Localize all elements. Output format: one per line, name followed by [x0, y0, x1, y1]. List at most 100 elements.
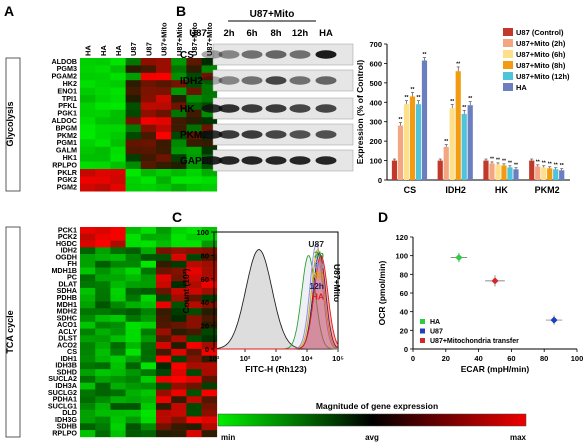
- heatmap-cell: [156, 95, 172, 103]
- heatmap-cell: [201, 169, 218, 177]
- glycolysis-label: Glycolysis: [5, 101, 15, 146]
- heatmap-cell: [201, 315, 218, 323]
- gene-label: MDH1: [57, 300, 77, 309]
- heatmap-cell: [171, 362, 187, 370]
- gene-label: SUCLG2: [48, 388, 77, 397]
- gene-label: HK2: [63, 79, 77, 88]
- bar-y-tick-label: 700: [369, 40, 382, 49]
- heatmap-cell: [125, 396, 142, 404]
- heatmap-cell: [201, 281, 218, 289]
- heatmap-cell: [95, 58, 111, 66]
- heatmap-cell: [156, 254, 172, 262]
- heatmap-cell: [80, 423, 96, 431]
- heatmap-cell: [80, 294, 96, 302]
- heatmap-cell: [140, 169, 157, 177]
- bar-significance: **: [508, 160, 512, 166]
- heatmap-cell: [110, 281, 126, 289]
- heatmap-cell: [140, 301, 157, 309]
- blot-band: [289, 50, 311, 59]
- heatmap-cell: [110, 430, 126, 438]
- heatmap-cell: [171, 348, 187, 356]
- blot-band: [289, 156, 311, 165]
- heatmap-cell: [80, 430, 96, 438]
- heatmap-cell: [80, 362, 96, 370]
- heatmap-cell: [201, 382, 218, 390]
- heatmap-cell: [80, 389, 96, 397]
- heatmap-cell: [110, 95, 126, 103]
- gene-label: IDH2: [61, 246, 77, 255]
- legend-label: U87+Mito (2h): [516, 39, 566, 48]
- heatmap-cell: [201, 423, 218, 431]
- scatter-y-tick-label: 80: [400, 270, 408, 279]
- heatmap-cell: [201, 287, 218, 295]
- panel-label-a: A: [4, 3, 14, 19]
- heatmap-cell: [171, 430, 187, 438]
- heatmap-cell: [140, 315, 157, 323]
- heatmap-cell: [95, 240, 111, 248]
- heatmap-cell: [186, 154, 202, 162]
- heatmap-cell: [80, 183, 96, 192]
- scatter-x-tick-label: 20: [442, 354, 450, 363]
- blot-band: [265, 130, 287, 139]
- heatmap-cell: [110, 87, 126, 96]
- heatmap-cell: [156, 146, 172, 155]
- heatmap-cell: [186, 240, 202, 248]
- gene-label: PKM2: [57, 131, 77, 140]
- bar: [409, 96, 416, 180]
- heatmap-cell: [201, 328, 218, 336]
- blot-band: [201, 76, 223, 85]
- heatmap-cell: [80, 176, 96, 185]
- scatter-legend-label: U87: [430, 329, 443, 336]
- heatmap-cell: [95, 169, 111, 177]
- heatmap-cell: [156, 335, 172, 343]
- heatmap-cell: [171, 139, 187, 148]
- blot-band: [315, 130, 337, 139]
- blot-band: [315, 156, 337, 165]
- bar-significance: **: [560, 163, 564, 169]
- blot-band: [241, 130, 263, 139]
- bar-significance: **: [450, 99, 454, 105]
- blot-band: [241, 104, 263, 113]
- heatmap-cell: [171, 240, 187, 248]
- heatmap-cell: [80, 139, 96, 148]
- blot-rows: CS IDH2 HK PKM2 GAPDH: [180, 43, 354, 172]
- heatmap-cell: [125, 267, 142, 275]
- gene-label: ACLY: [58, 327, 77, 336]
- flow-y-axis-label: Count (10³): [181, 268, 191, 313]
- gene-label: SUCLA2: [48, 374, 77, 383]
- heatmap-cell: [80, 287, 96, 295]
- heatmap-cell: [110, 335, 126, 343]
- heatmap-cell: [110, 102, 126, 111]
- bar-significance: **: [502, 158, 506, 164]
- heatmap-cell: [95, 109, 111, 118]
- blot-lane-label: 8h: [270, 28, 281, 39]
- heatmap-cell: [125, 124, 142, 133]
- heatmap-cell: [171, 369, 187, 377]
- heatmap-cell: [156, 430, 172, 438]
- heatmap-cell: [156, 287, 172, 295]
- heatmap-cell: [201, 161, 218, 170]
- blot-band: [315, 104, 337, 113]
- heatmap-cell: [140, 396, 157, 404]
- heatmap-cell: [110, 369, 126, 377]
- gene-label: SDHA: [57, 286, 77, 295]
- heatmap-cell: [186, 362, 202, 370]
- gene-label: OGDH: [55, 252, 77, 261]
- bar: [501, 165, 507, 180]
- heatmap-cell: [186, 247, 202, 255]
- scatter-y-tick-label: 120: [395, 233, 408, 242]
- gene-label: PGK2: [57, 175, 77, 184]
- heatmap-cell: [156, 308, 172, 316]
- heatmap-cell: [186, 396, 202, 404]
- heatmap-cell: [140, 267, 157, 275]
- heatmap-cell: [201, 389, 218, 397]
- heatmap-cell: [201, 233, 218, 241]
- heatmap-cell: [140, 161, 157, 170]
- heatmap-cell: [110, 227, 126, 235]
- heatmap-cell: [171, 154, 187, 162]
- bar-category-label: CS: [404, 185, 417, 195]
- heatmap-cell: [110, 389, 126, 397]
- heatmap-cell: [140, 233, 157, 241]
- heatmap-cell: [95, 362, 111, 370]
